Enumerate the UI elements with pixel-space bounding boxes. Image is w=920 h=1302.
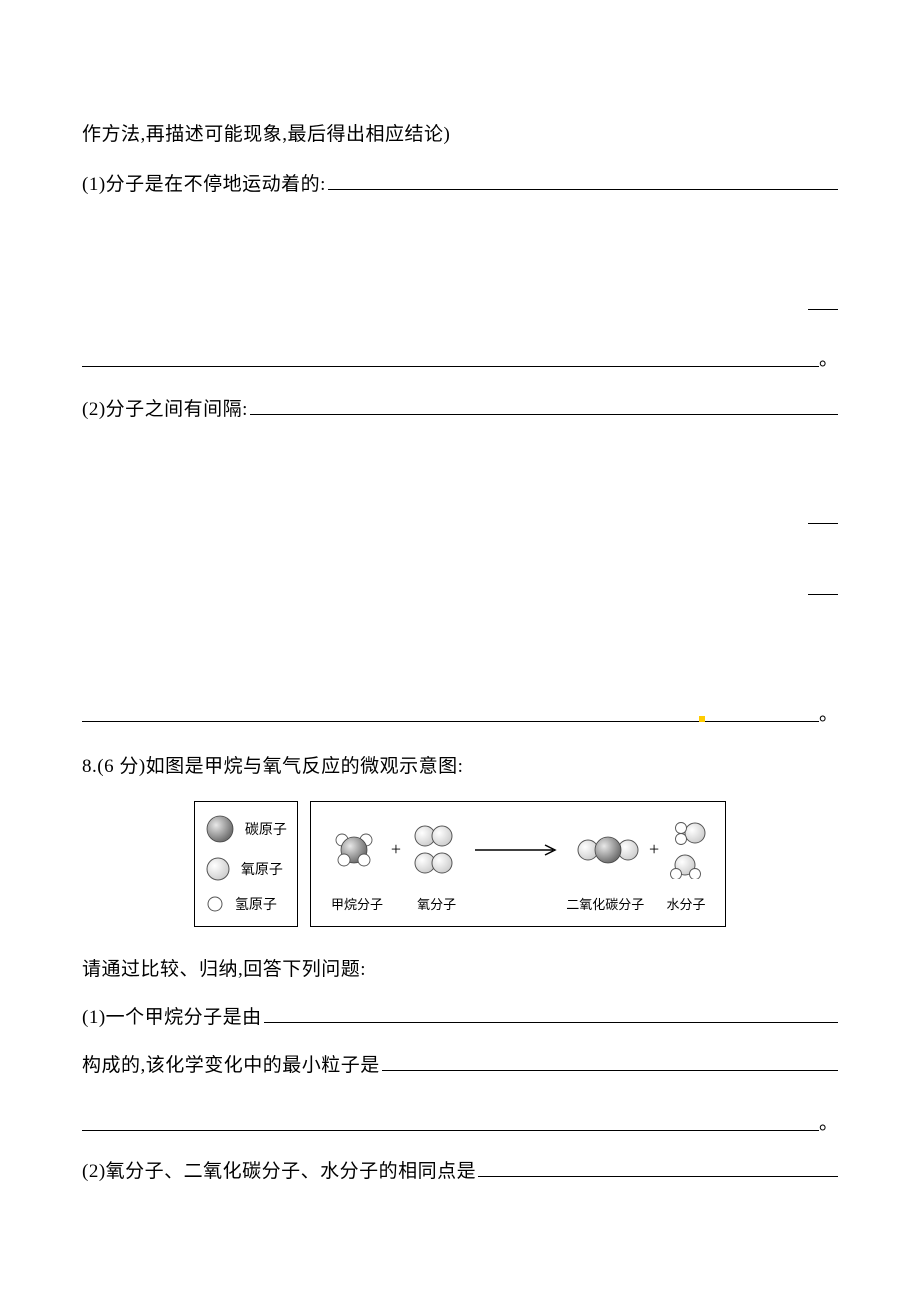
arrow-icon [473,842,563,858]
co2-molecule [575,834,641,866]
reaction-diagram: 碳原子 氧原子 氢原子 [82,801,838,927]
q8-title: 8.(6 分)如图是甲烷与氧气反应的微观示意图: [82,752,838,782]
reaction-box: + [310,801,726,927]
q8-1-line2: 构成的,该化学变化中的最小粒子是 [82,1051,838,1081]
q2-period: 。 [819,699,838,726]
q1-period: 。 [819,344,838,371]
plus-1: + [391,839,401,860]
label-methane: 甲烷分子 [328,894,386,913]
legend-oxygen-label: 氧原子 [241,859,283,879]
carbon-atom-icon [205,814,235,844]
q2-right-dash-1 [808,523,838,524]
q2-full-underline [82,721,819,722]
legend-box: 碳原子 氧原子 氢原子 [194,801,298,927]
q8-1-line1: (1)一个甲烷分子是由 [82,1003,838,1033]
legend-hydrogen-label: 氢原子 [235,894,277,914]
q8-1-full-underline [82,1130,819,1131]
question-1-line: (1)分子是在不停地运动着的: [82,170,838,200]
q1-full-underline [82,366,819,367]
q1-prefix: (1)分子是在不停地运动着的: [82,170,326,200]
q8-1-period: 。 [819,1108,838,1135]
yellow-marker [699,716,705,722]
q8-2-blank [478,1176,838,1177]
q8-1-blank-1 [264,1022,838,1023]
intro-continuation: 作方法,再描述可能现象,最后得出相应结论) [82,120,838,150]
q8-intro: 请通过比较、归纳,回答下列问题: [82,955,838,985]
label-water: 水分子 [664,894,708,913]
legend-oxygen: 氧原子 [205,856,287,882]
legend-carbon-label: 碳原子 [245,819,287,839]
q8-1-blank-2 [382,1070,838,1071]
q8-1-prefix: (1)一个甲烷分子是由 [82,1003,262,1033]
hydrogen-atom-icon [205,894,225,914]
q8-2-line: (2)氧分子、二氧化碳分子、水分子的相同点是 [82,1157,838,1187]
h2o-molecules [667,821,711,879]
q2-blank-1 [250,414,838,415]
oxygen-atom-icon [205,856,231,882]
label-oxygen: 氧分子 [411,894,463,913]
q1-right-dash-1 [808,309,838,310]
legend-carbon: 碳原子 [205,814,287,844]
q2-right-dash-2 [808,594,838,595]
q1-blank-1 [328,189,838,190]
o2-molecules [409,823,461,877]
methane-molecule [325,825,383,875]
label-co2: 二氧化碳分子 [565,894,645,913]
q8-2-prefix: (2)氧分子、二氧化碳分子、水分子的相同点是 [82,1157,476,1187]
legend-hydrogen: 氢原子 [205,894,287,914]
q2-prefix: (2)分子之间有间隔: [82,395,248,425]
plus-2: + [649,839,659,860]
q8-1-line2-prefix: 构成的,该化学变化中的最小粒子是 [82,1051,380,1081]
question-2-line: (2)分子之间有间隔: [82,395,838,425]
